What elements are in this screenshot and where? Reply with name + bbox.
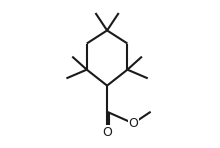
Text: O: O bbox=[128, 117, 138, 130]
Text: O: O bbox=[102, 126, 112, 139]
